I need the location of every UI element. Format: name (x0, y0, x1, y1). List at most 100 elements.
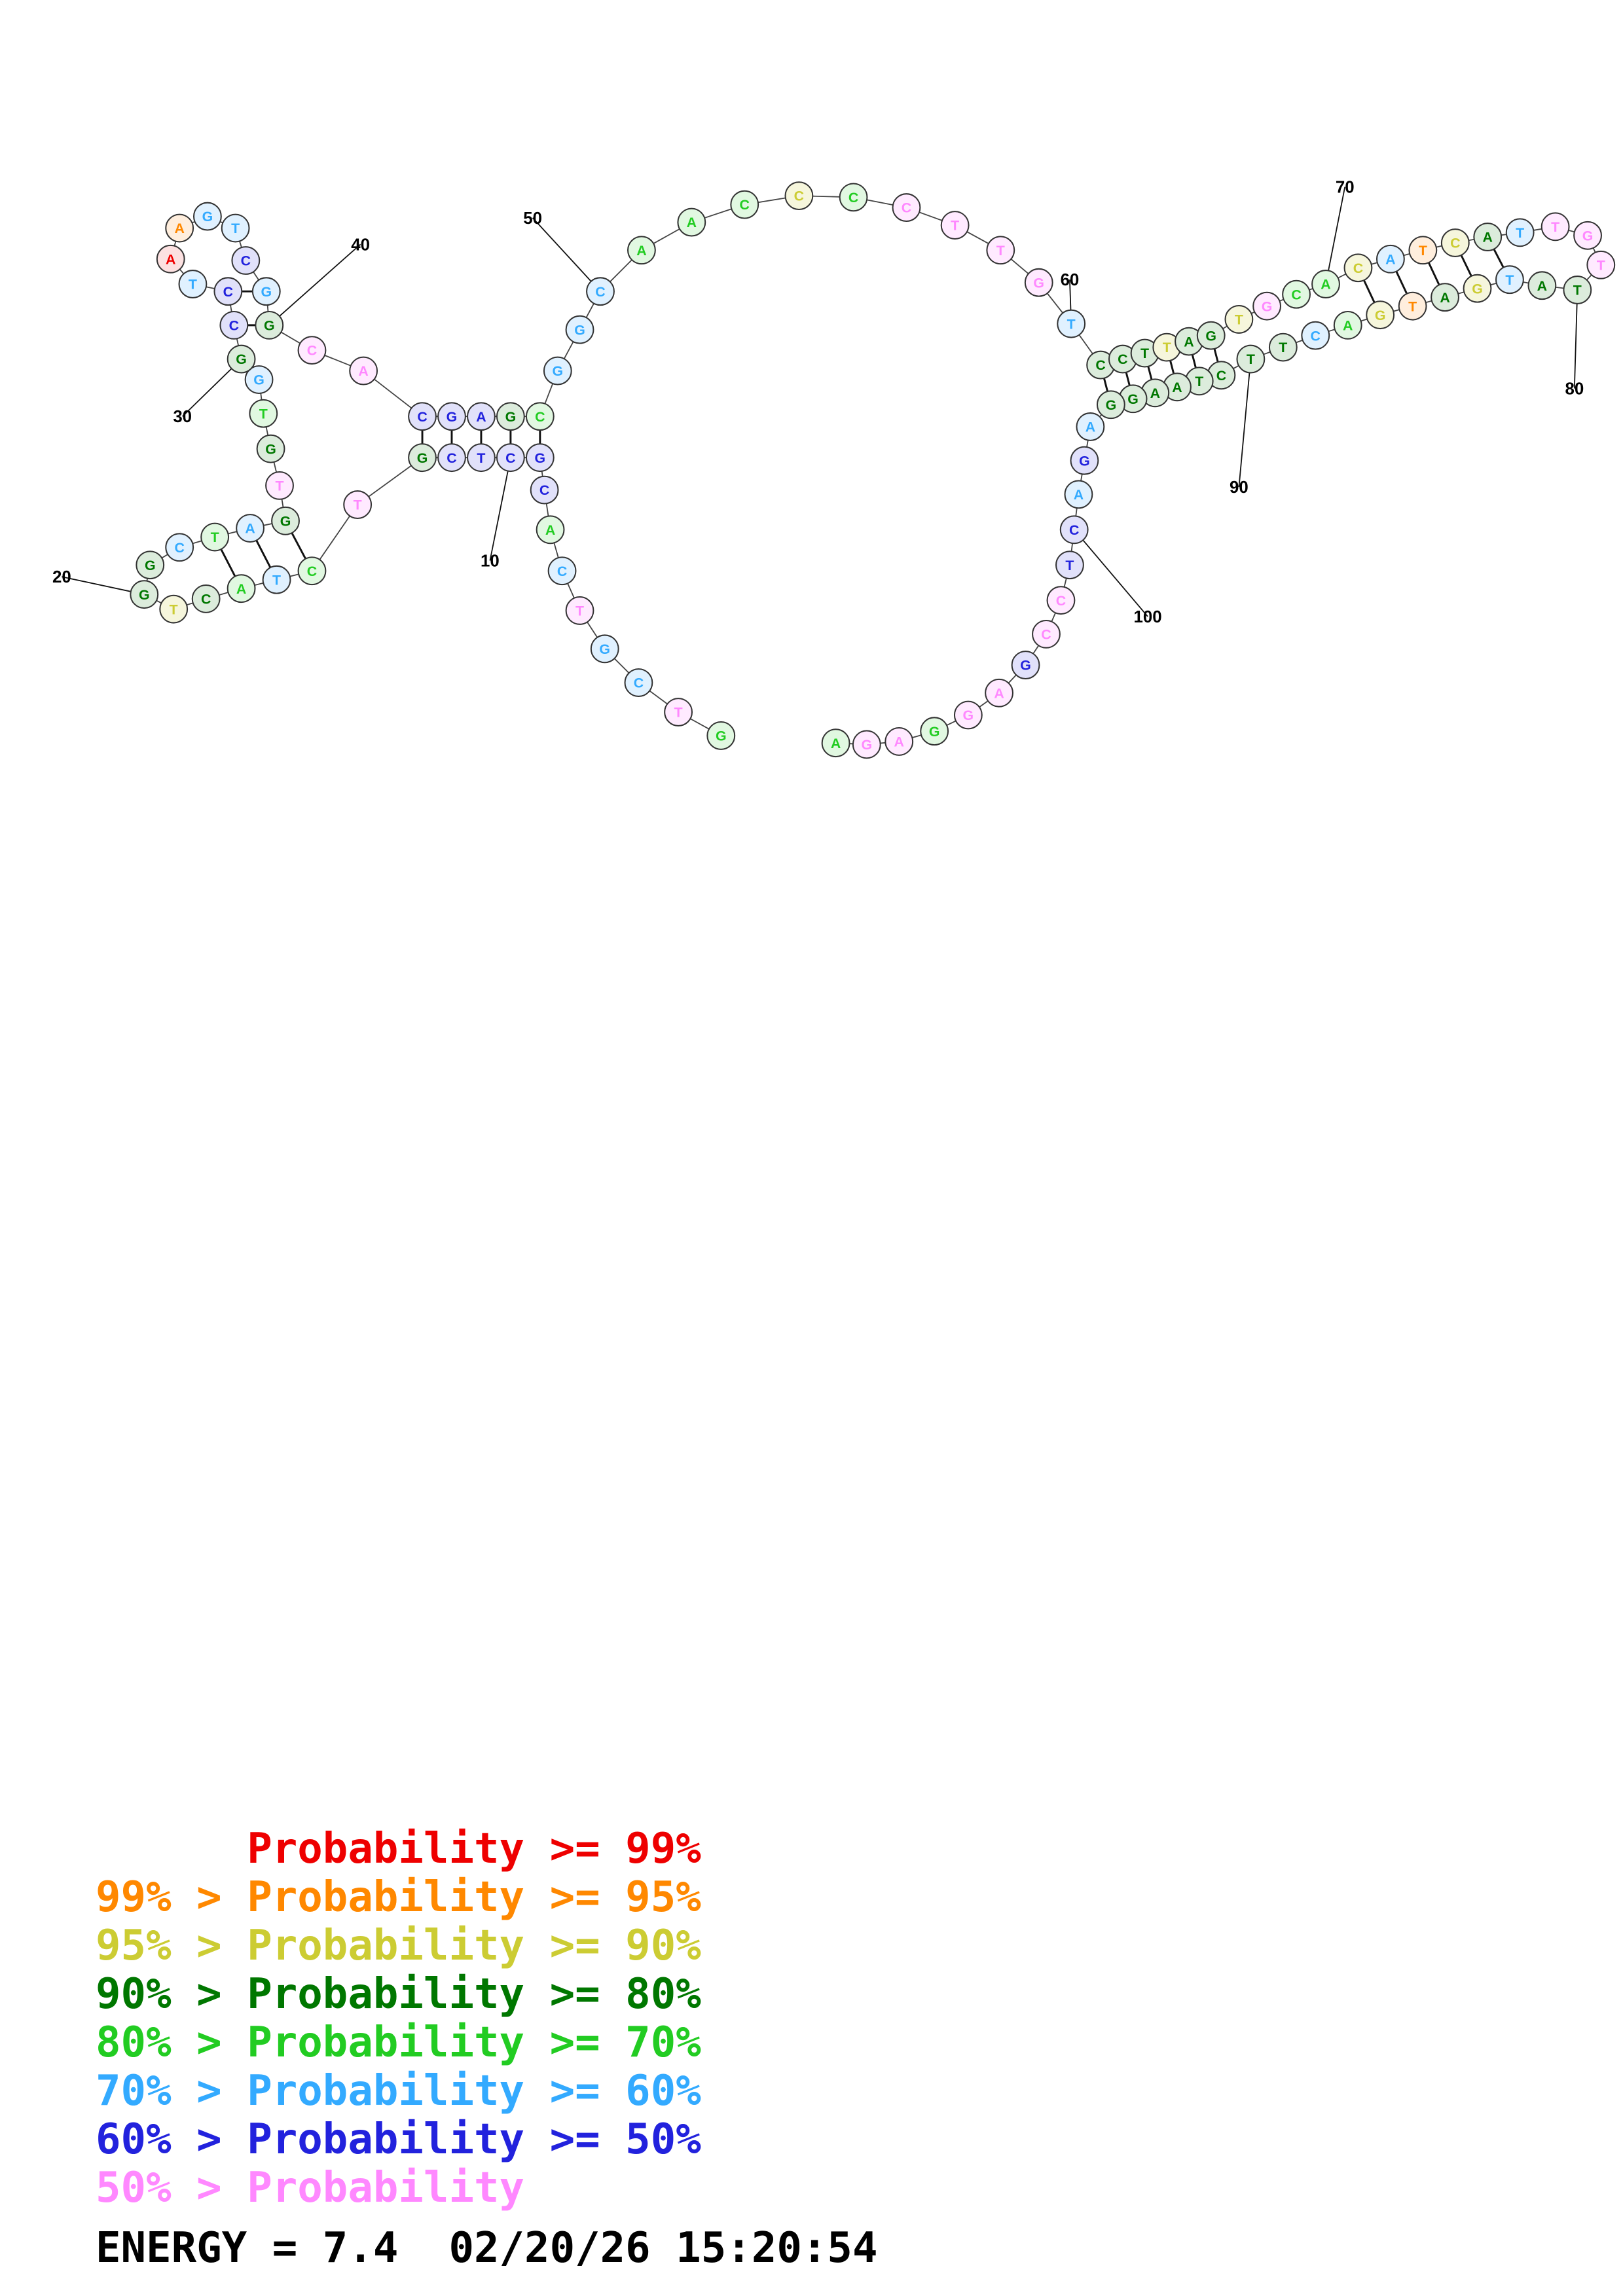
nucleotide-base: C (848, 190, 858, 206)
nucleotide-base: A (476, 409, 486, 425)
nucleotide-base: G (861, 737, 872, 753)
nucleotide-circle (920, 717, 949, 746)
nucleotide: G (227, 344, 256, 374)
nucleotide: G (953, 700, 983, 730)
nucleotide-circle (265, 471, 294, 500)
nucleotide-base: G (1127, 391, 1139, 407)
nucleotide-base: A (1150, 386, 1160, 401)
nucleotide-circle (1046, 586, 1076, 615)
nucleotide-circle (1366, 300, 1395, 330)
label-pointer-line (1073, 529, 1148, 617)
nucleotide-circle (408, 443, 437, 473)
nucleotide: A (1473, 223, 1503, 251)
nucleotide-circle (1505, 218, 1535, 247)
nucleotide: G (192, 202, 222, 231)
nucleotide-base: T (1140, 346, 1149, 361)
nucleotide: C (586, 277, 615, 306)
nucleotide-circle (1252, 291, 1282, 321)
nucleotide-base: G (1472, 281, 1483, 296)
nucleotide-circle (1076, 412, 1105, 441)
nucleotide-base: A (1184, 334, 1194, 350)
nucleotide-base: G (145, 558, 156, 573)
nucleotide-base: A (687, 215, 697, 230)
nucleotide-base: T (1573, 283, 1582, 298)
nucleotide: G (1196, 321, 1226, 350)
nucleotide-base: C (447, 450, 456, 466)
nucleotide: G (920, 717, 949, 746)
nucleotide: C (1343, 253, 1373, 283)
nucleotide-base: T (1597, 257, 1605, 273)
nucleotide: C (730, 190, 759, 219)
nucleotide-circle (1064, 480, 1093, 509)
nucleotide-base: C (1041, 627, 1051, 643)
nucleotide: T (1541, 212, 1570, 242)
nucleotide: C (297, 556, 327, 586)
nucleotide: A (1431, 283, 1459, 312)
legend-row: Probability >= 99% (96, 1825, 701, 1873)
nucleotide-circle (130, 580, 159, 609)
nucleotide-circle (1573, 221, 1602, 250)
nucleotide: T (221, 213, 250, 243)
nucleotide: T (1130, 338, 1159, 368)
nucleotide: G (251, 277, 281, 306)
nucleotide: T (1268, 332, 1298, 362)
nucleotide-circle (1057, 309, 1086, 338)
label-pointer-line (532, 217, 601, 292)
nucleotide: C (892, 193, 921, 223)
nucleotide: G (408, 443, 437, 473)
nucleotide: C (547, 556, 577, 586)
nucleotide-circle (1011, 651, 1040, 679)
nucleotide-circle (1343, 253, 1373, 283)
nucleotide: T (178, 270, 208, 298)
nucleotide-circle (221, 213, 250, 243)
nucleotide-base: C (174, 540, 184, 556)
nucleotide: G (1366, 300, 1395, 330)
nucleotide-circle (784, 181, 814, 211)
legend-row: 60% > Probability >= 50% (96, 2115, 701, 2164)
nucleotide: A (467, 402, 496, 431)
nucleotide-base: G (1375, 308, 1386, 323)
nucleotide: C (496, 443, 525, 473)
nucleotide-circle (677, 207, 706, 237)
nucleotide-circle (297, 556, 327, 586)
nucleotide-circle (178, 270, 208, 298)
nucleotide: A (985, 678, 1013, 708)
nucleotide-circle (664, 698, 693, 726)
nucleotide-circle (985, 678, 1013, 708)
nucleotide-circle (271, 506, 300, 535)
nucleotide-circle (1032, 619, 1061, 649)
nucleotide-circle (565, 315, 594, 344)
nucleotide-base: G (535, 450, 546, 466)
nucleotide: C (1301, 321, 1330, 350)
nucleotide-base: A (236, 581, 246, 597)
nucleotide: C (408, 402, 437, 431)
nucleotide-base: A (1085, 420, 1095, 435)
nucleotide-base: T (170, 601, 178, 617)
nucleotide-circle (1196, 321, 1226, 350)
nucleotide: G (130, 580, 159, 609)
nucleotide-circle (192, 202, 222, 231)
nucleotide-base: C (902, 200, 911, 216)
nucleotide-circle (624, 668, 653, 697)
nucleotide: C (213, 277, 243, 306)
nucleotide-base: C (223, 284, 233, 300)
nucleotide: A (821, 728, 850, 758)
nucleotide: G (1118, 384, 1148, 414)
nucleotide-circle (231, 246, 261, 275)
nucleotide-base: T (1163, 340, 1171, 355)
nucleotide-circle (1236, 344, 1266, 374)
nucleotide: C (1282, 279, 1311, 309)
nucleotide: C (525, 402, 555, 431)
nucleotide-base: T (1279, 340, 1287, 355)
nucleotide-circle (525, 402, 555, 431)
nucleotide: G (256, 434, 285, 463)
nucleotide-circle (530, 475, 559, 505)
nucleotide: G (496, 402, 525, 431)
nucleotide-base: G (1079, 453, 1090, 469)
legend-row: 90% > Probability >= 80% (96, 1970, 701, 2018)
nucleotide-circle (496, 402, 525, 431)
nucleotide-base: C (535, 409, 545, 425)
nucleotide: G (244, 365, 274, 394)
nucleotide-base: A (245, 521, 255, 537)
